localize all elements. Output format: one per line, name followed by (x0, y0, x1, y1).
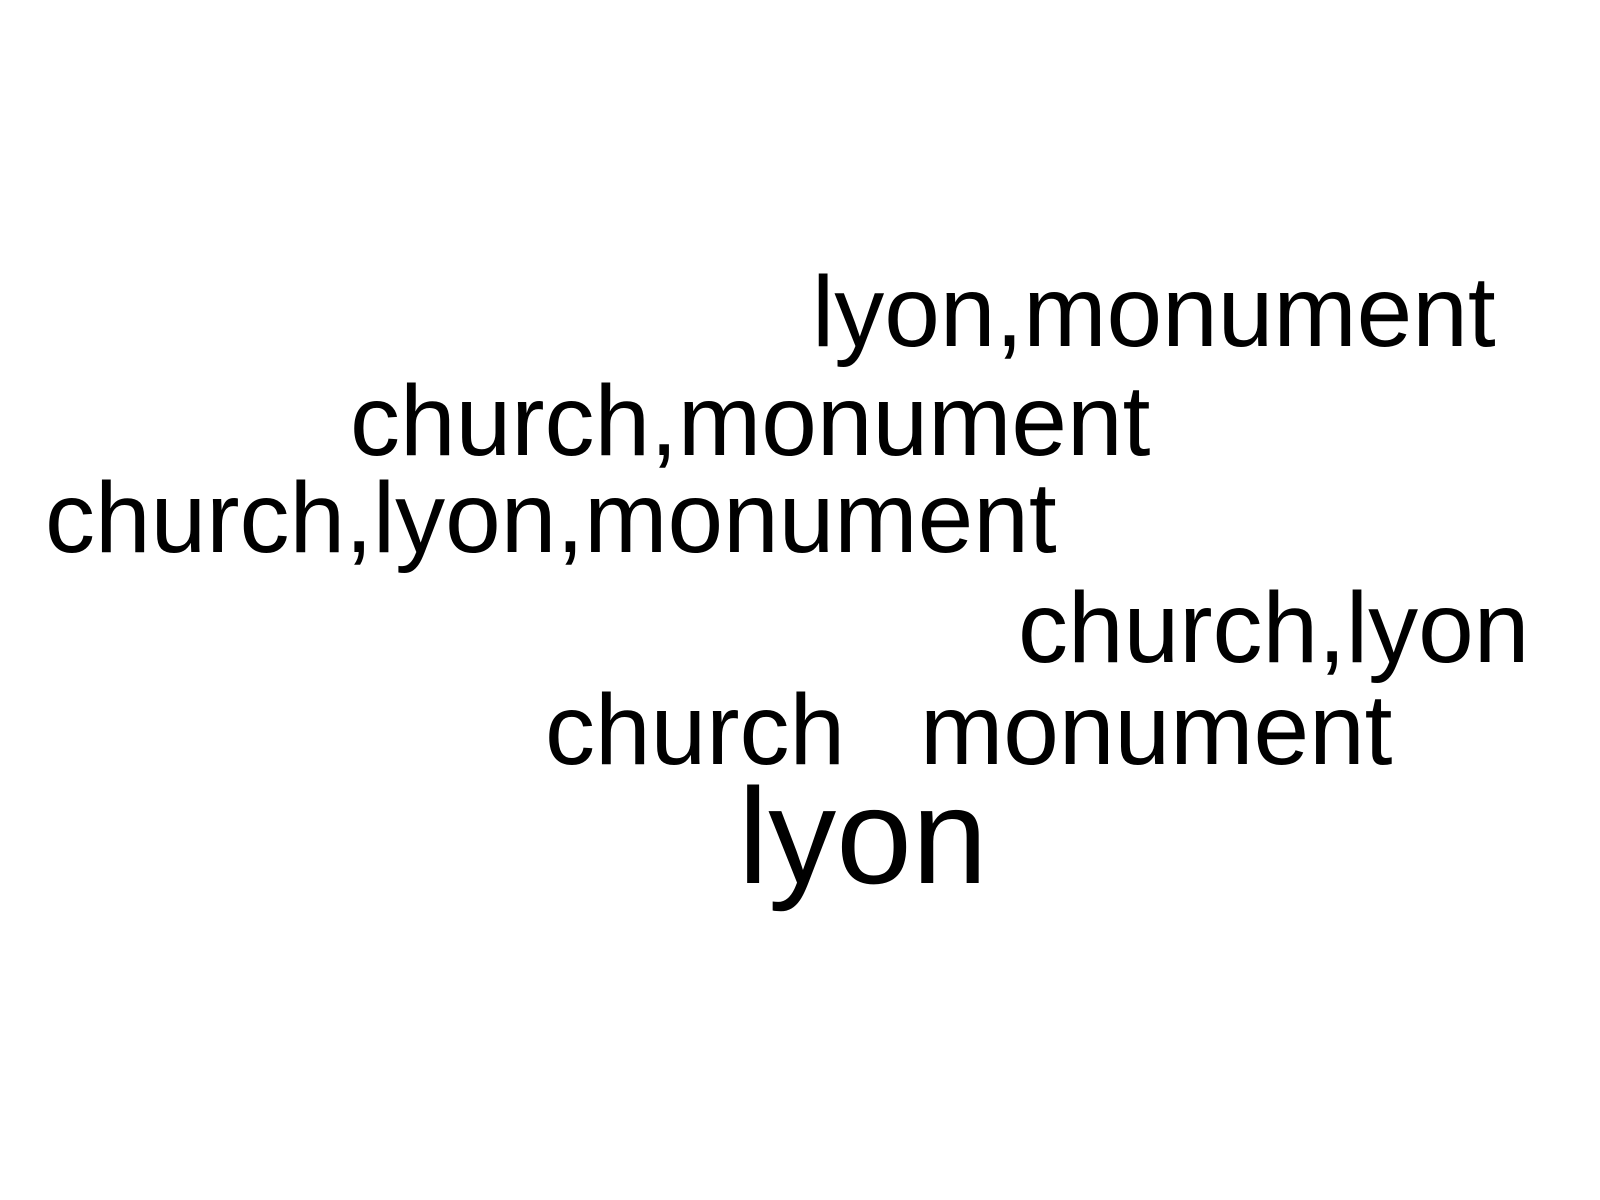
word-church-monument: church,monument (350, 365, 1151, 477)
word-monument: monument (920, 674, 1393, 786)
word-church: church (545, 674, 846, 786)
word-church-lyon-monument: church,lyon,monument (45, 462, 1057, 574)
word-lyon-monument: lyon,monument (812, 256, 1496, 368)
word-church-lyon: church,lyon (1018, 572, 1530, 684)
word-lyon: lyon (738, 760, 988, 912)
